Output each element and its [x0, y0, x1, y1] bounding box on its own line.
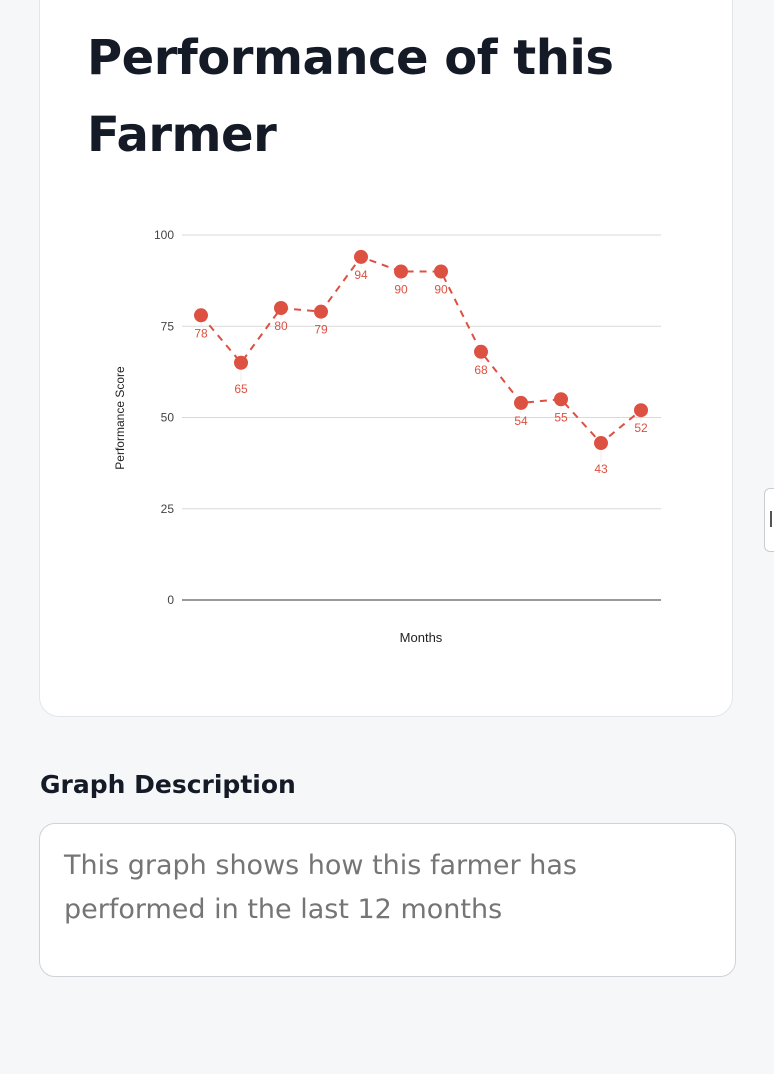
data-label: 90: [394, 283, 408, 297]
series-line: [200, 255, 642, 445]
data-label: 80: [274, 319, 288, 333]
data-label: 79: [314, 323, 328, 337]
side-handle[interactable]: [764, 488, 774, 552]
performance-chart: 0 25 50 75 100 78 65 80 79 94 90 90 68 54 55 43 52 Months…: [113, 228, 661, 645]
data-point: [554, 392, 568, 407]
graph-description-input[interactable]: [39, 823, 736, 977]
data-label: 55: [554, 410, 568, 424]
data-point: [594, 436, 608, 451]
data-point: [634, 403, 648, 418]
page-title: Performance of this Farmer: [87, 30, 614, 163]
y-axis-title: Performance Score: [113, 366, 127, 470]
data-label: 43: [594, 462, 608, 476]
data-point: [434, 264, 448, 279]
y-tick-label: 75: [161, 319, 175, 333]
graph-description-heading: Graph Description: [40, 770, 296, 799]
data-label: 54: [514, 414, 528, 428]
data-label: 78: [194, 326, 208, 340]
y-tick-label: 50: [161, 411, 175, 425]
y-tick-label: 0: [167, 593, 174, 607]
data-label: 90: [434, 283, 448, 297]
y-tick-label: 25: [161, 502, 175, 516]
data-point: [474, 344, 488, 359]
data-point: [194, 308, 208, 323]
data-label: 94: [354, 268, 368, 282]
y-tick-label: 100: [154, 228, 174, 242]
data-label: 65: [234, 382, 248, 396]
data-point: [394, 264, 408, 279]
data-label: 68: [474, 363, 488, 377]
data-label: 52: [634, 421, 648, 435]
data-point: [274, 301, 288, 315]
data-point: [314, 304, 328, 319]
data-point: [354, 249, 368, 264]
performance-card: [39, 0, 733, 717]
data-point: [514, 395, 528, 410]
x-axis-title: Months: [400, 630, 443, 645]
data-point: [234, 355, 248, 370]
